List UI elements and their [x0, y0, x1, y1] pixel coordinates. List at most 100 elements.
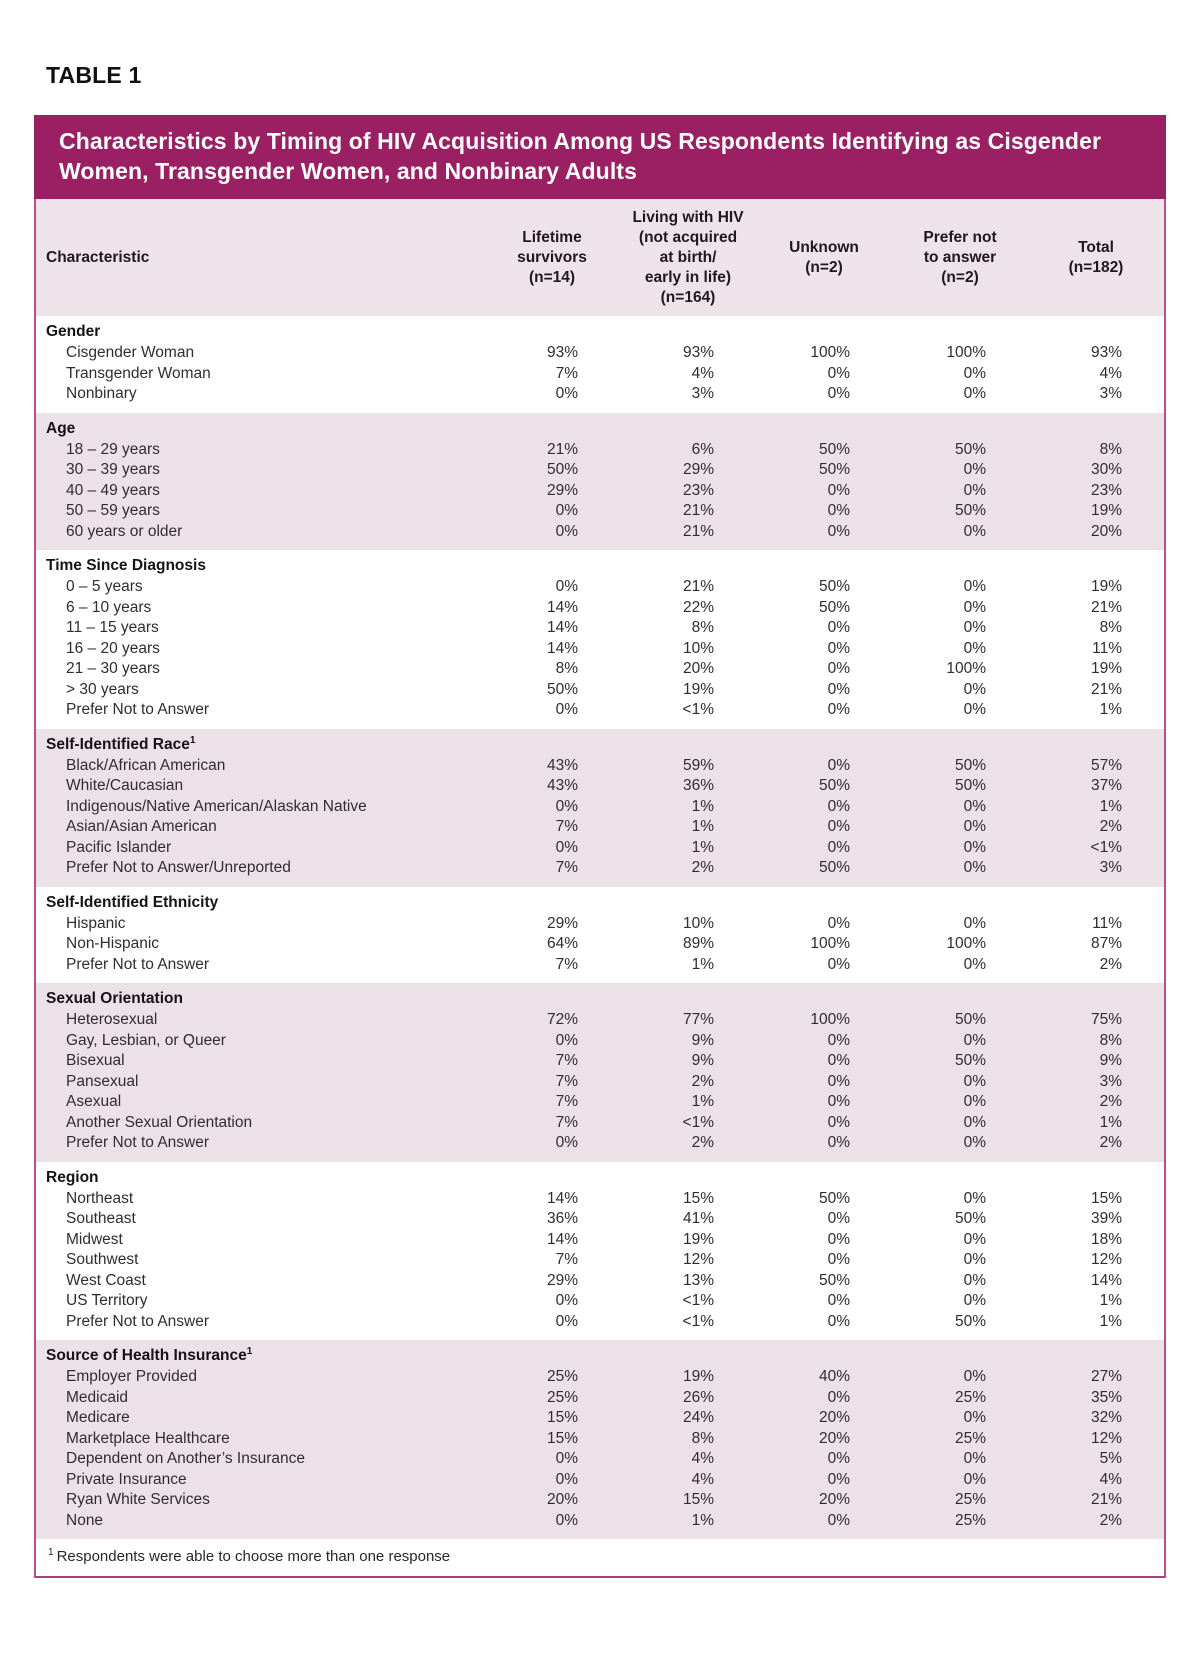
column-header-prefer-not-to-answer: Prefer not to answer (n=2): [923, 228, 997, 286]
row-value: 19%: [682, 1368, 714, 1385]
row-value: 40%: [818, 1368, 850, 1385]
row-value: 0%: [827, 756, 850, 774]
row-value: 9%: [1099, 1052, 1122, 1069]
row-label: Asian/Asian American: [66, 818, 217, 835]
table-row: Pacific Islander 0% 1% 0% 0% <1%: [36, 838, 1164, 859]
row-label: Medicaid: [66, 1388, 129, 1406]
row-value: 50%: [954, 1312, 986, 1330]
row-label: White/Caucasian: [66, 777, 184, 794]
table-row: 18 – 29 years 21% 6% 50% 50% 8%: [36, 440, 1164, 461]
row-value: 7%: [555, 1251, 578, 1268]
characteristics-table: Characteristic Lifetime survivors (n=14) Liv…: [34, 199, 1166, 1578]
row-value: 1%: [691, 1511, 714, 1529]
row-value: 0%: [963, 461, 986, 478]
row-value: 4%: [691, 1470, 714, 1488]
row-value: 7%: [555, 1093, 578, 1110]
row-label: Employer Provided: [66, 1368, 197, 1385]
row-value: 27%: [1090, 1368, 1122, 1385]
table-row: 21 – 30 years 8% 20% 0% 100% 19%: [36, 659, 1164, 680]
row-value: 1%: [1099, 701, 1122, 718]
row-value: 0%: [827, 522, 850, 540]
row-value: 1%: [691, 797, 714, 815]
table-row: Northeast 14% 15% 50% 0% 15%: [36, 1189, 1164, 1210]
table-header-row: Characteristic Lifetime survivors (n=14) Liv…: [36, 199, 1164, 316]
row-value: 25%: [546, 1388, 578, 1406]
row-value: 59%: [682, 756, 714, 774]
row-label: Medicare: [66, 1409, 130, 1426]
row-value: 21%: [1090, 598, 1122, 616]
row-value: 5%: [1099, 1450, 1122, 1467]
page-content: TABLE 1 Characteristics by Timing of HIV…: [34, 62, 1166, 1578]
section-title: Sexual Orientation: [46, 990, 183, 1007]
row-value: 7%: [555, 364, 578, 382]
row-value: 0%: [963, 639, 986, 657]
row-value: 100%: [946, 344, 986, 361]
row-value: 0%: [963, 680, 986, 698]
row-value: 0%: [827, 502, 850, 519]
row-value: 6%: [691, 440, 714, 458]
row-label: Private Insurance: [66, 1470, 187, 1488]
table-row: Cisgender Woman 93% 93% 100% 100% 93%: [36, 343, 1164, 364]
row-value: 50%: [954, 1210, 986, 1227]
table-row: West Coast 29% 13% 50% 0% 14%: [36, 1271, 1164, 1292]
row-value: 8%: [555, 660, 578, 677]
row-value: 0%: [963, 955, 986, 973]
table-section-source-of-health-insurance: Source of Health Insurance1 Employer Prov…: [36, 1340, 1164, 1539]
row-value: 4%: [691, 364, 714, 382]
row-label: 60 years or older: [66, 522, 183, 540]
row-value: 0%: [963, 522, 986, 540]
row-value: 20%: [1090, 522, 1122, 540]
row-value: 2%: [1099, 1511, 1122, 1529]
table-row: Asian/Asian American 7% 1% 0% 0% 2%: [36, 817, 1164, 838]
row-label: Prefer Not to Answer/Unreported: [66, 859, 291, 876]
row-value: 72%: [546, 1011, 578, 1028]
row-value: 0%: [827, 1072, 850, 1090]
section-title: Self-Identified Race1: [46, 734, 196, 753]
row-value: 41%: [682, 1210, 714, 1227]
row-label: Pansexual: [66, 1072, 139, 1090]
row-value: 13%: [682, 1271, 714, 1289]
table-row: Hispanic 29% 10% 0% 0% 11%: [36, 914, 1164, 935]
row-value: 20%: [818, 1491, 850, 1508]
row-value: 0%: [963, 1251, 986, 1268]
row-value: 0%: [963, 859, 986, 876]
table-row: Southwest 7% 12% 0% 0% 12%: [36, 1250, 1164, 1271]
row-value: 50%: [954, 440, 986, 458]
row-value: 77%: [682, 1011, 714, 1028]
row-value: 43%: [546, 756, 578, 774]
row-value: 50%: [818, 1189, 850, 1207]
table-row: Transgender Woman 7% 4% 0% 0% 4%: [36, 364, 1164, 385]
row-value: 14%: [1090, 1271, 1122, 1289]
row-value: 29%: [546, 481, 578, 499]
row-label: Southwest: [66, 1251, 139, 1268]
table-row: 50 – 59 years 0% 21% 0% 50% 19%: [36, 501, 1164, 522]
section-title: Time Since Diagnosis: [46, 557, 206, 574]
row-value: 100%: [946, 935, 986, 952]
row-value: 14%: [546, 1230, 578, 1248]
row-value: 0%: [963, 1450, 986, 1467]
row-value: 50%: [818, 1271, 850, 1289]
row-value: 50%: [954, 1011, 986, 1028]
row-value: 50%: [954, 1052, 986, 1069]
table-row: 6 – 10 years 14% 22% 50% 0% 21%: [36, 598, 1164, 619]
table-row: Private Insurance 0% 4% 0% 0% 4%: [36, 1470, 1164, 1491]
row-value: 0%: [827, 1292, 850, 1309]
table-section-time-since-diagnosis: Time Since Diagnosis 0 – 5 years 0% 21% 50% 0…: [36, 550, 1164, 729]
row-value: 100%: [810, 344, 850, 361]
row-value: 4%: [1099, 364, 1122, 382]
table-title-bar: Characteristics by Timing of HIV Acquisi…: [34, 115, 1166, 199]
table-row: Bisexual 7% 9% 0% 50% 9%: [36, 1051, 1164, 1072]
row-label: 21 – 30 years: [66, 660, 160, 677]
row-value: 0%: [827, 818, 850, 835]
row-value: 50%: [954, 502, 986, 519]
table-row: 60 years or older 0% 21% 0% 0% 20%: [36, 522, 1164, 543]
row-label: Asexual: [66, 1093, 122, 1110]
row-label: Prefer Not to Answer: [66, 1312, 210, 1330]
row-value: 50%: [954, 777, 986, 794]
table-row: 40 – 49 years 29% 23% 0% 0% 23%: [36, 481, 1164, 502]
row-value: 3%: [1099, 385, 1122, 402]
row-label: 6 – 10 years: [66, 598, 152, 616]
row-value: 0%: [963, 598, 986, 616]
row-label: Hispanic: [66, 914, 126, 932]
table-row: > 30 years 50% 19% 0% 0% 21%: [36, 680, 1164, 701]
